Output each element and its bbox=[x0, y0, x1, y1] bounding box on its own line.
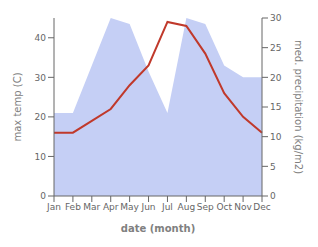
svg-text:10: 10 bbox=[270, 132, 282, 142]
svg-text:Aug: Aug bbox=[178, 202, 196, 212]
svg-text:30: 30 bbox=[35, 73, 47, 83]
svg-text:Jan: Jan bbox=[46, 202, 61, 212]
svg-text:Jun: Jun bbox=[141, 202, 156, 212]
svg-text:Sep: Sep bbox=[197, 202, 214, 212]
svg-text:40: 40 bbox=[35, 33, 47, 43]
svg-text:Oct: Oct bbox=[216, 202, 232, 212]
svg-text:med. precipitation (kg/m2): med. precipitation (kg/m2) bbox=[293, 40, 304, 174]
svg-text:Dec: Dec bbox=[253, 202, 270, 212]
svg-text:30: 30 bbox=[270, 13, 282, 23]
svg-text:5: 5 bbox=[270, 162, 276, 172]
svg-text:Feb: Feb bbox=[65, 202, 81, 212]
svg-text:max temp (C): max temp (C) bbox=[12, 72, 23, 141]
svg-text:May: May bbox=[120, 202, 139, 212]
svg-text:Mar: Mar bbox=[83, 202, 100, 212]
svg-text:date (month): date (month) bbox=[121, 223, 195, 234]
svg-text:20: 20 bbox=[35, 112, 47, 122]
svg-text:0: 0 bbox=[270, 191, 276, 201]
svg-text:0: 0 bbox=[40, 191, 46, 201]
svg-text:Jul: Jul bbox=[161, 202, 173, 212]
svg-text:Apr: Apr bbox=[103, 202, 119, 212]
svg-text:25: 25 bbox=[270, 43, 281, 53]
svg-text:15: 15 bbox=[270, 102, 281, 112]
svg-text:20: 20 bbox=[270, 73, 282, 83]
svg-text:Nov: Nov bbox=[234, 202, 252, 212]
svg-text:10: 10 bbox=[35, 152, 47, 162]
